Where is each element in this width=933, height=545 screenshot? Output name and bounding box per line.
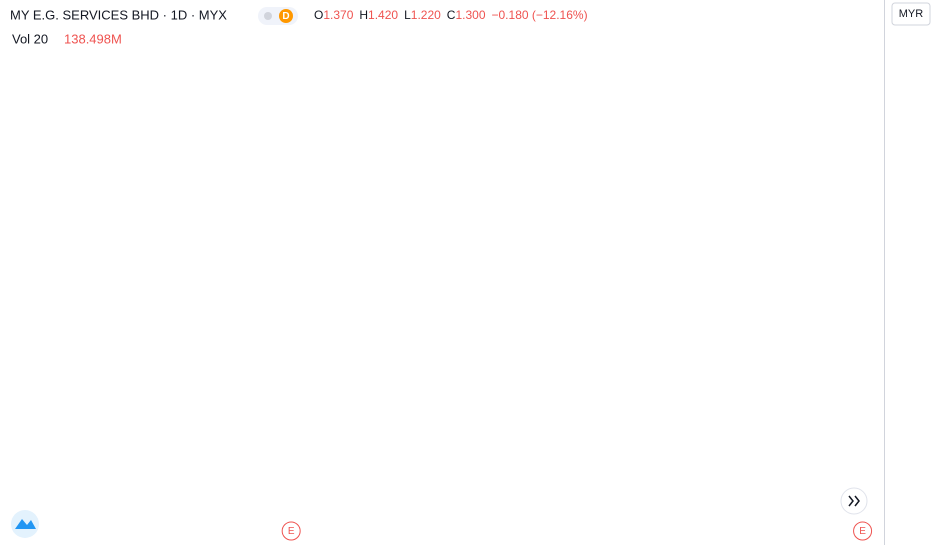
- status-dot: [264, 12, 272, 20]
- ohlc-value: 1.370: [323, 8, 353, 22]
- header: MY E.G. SERVICES BHD · 1D · MYX D Vol 20…: [10, 7, 588, 46]
- volume-legend-value: 138.498M: [64, 31, 122, 46]
- ohlc-prefix: O: [314, 8, 323, 22]
- badge-circle: [279, 9, 293, 23]
- ohlc-prefix: C: [447, 8, 456, 22]
- ohlc-value: 1.220: [411, 8, 441, 22]
- earnings-marker[interactable]: E: [853, 521, 873, 541]
- earnings-circle: [281, 521, 301, 541]
- ohlc-prefix: H: [359, 8, 368, 22]
- scroll-bg: [840, 487, 868, 515]
- earnings-label: E: [859, 526, 866, 537]
- badge: D: [282, 11, 289, 22]
- earnings-label: E: [288, 526, 295, 537]
- currency: MYR: [899, 8, 924, 20]
- ohlc-value: −0.180 (−12.16%): [492, 8, 588, 22]
- scroll-button[interactable]: [840, 487, 868, 515]
- logo-icon: [15, 519, 36, 529]
- ohlc-value: 1.420: [368, 8, 398, 22]
- earnings-circle: [853, 521, 873, 541]
- symbol-title: MY E.G. SERVICES BHD · 1D · MYX: [10, 7, 227, 22]
- earnings-marker[interactable]: E: [281, 521, 301, 541]
- scroll-icon: [848, 495, 860, 507]
- ohlc-prefix: L: [404, 8, 411, 22]
- ohlc-value: 1.300: [455, 8, 485, 22]
- logo[interactable]: [11, 510, 39, 538]
- volume-legend-name: Vol 20: [12, 31, 48, 46]
- currency-box[interactable]: [891, 2, 931, 26]
